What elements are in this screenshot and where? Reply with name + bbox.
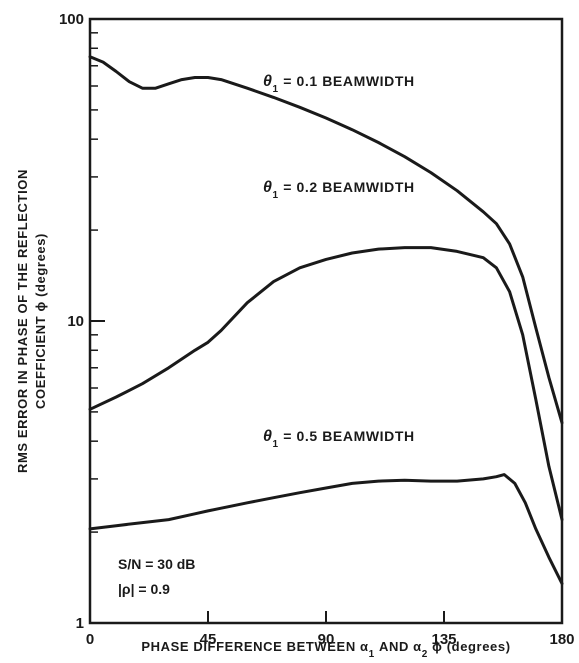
- x-tick-label: 0: [86, 631, 94, 648]
- y-axis: 1 10 100: [59, 11, 105, 632]
- plot-frame: [88, 17, 564, 625]
- series-line-2: [88, 246, 564, 522]
- annotation-snr: S/N = 30 dB: [118, 556, 195, 572]
- y-axis-label-line1: RMS ERROR IN PHASE OF THE REFLECTION: [15, 169, 30, 473]
- series-label-2: θ1 = 0.2 BEAMWIDTH: [263, 179, 415, 201]
- y-tick-label: 10: [67, 313, 84, 330]
- annotation-rho: |ρ| = 0.9: [118, 581, 170, 597]
- series-label-1: θ1 = 0.1 BEAMWIDTH: [263, 73, 415, 95]
- x-tick-label: 135: [431, 631, 456, 648]
- series-line-1: [88, 55, 564, 425]
- x-tick-label: 90: [318, 631, 335, 648]
- y-minor-ticks: [90, 32, 98, 533]
- x-tick-label: 180: [549, 631, 574, 648]
- series-layer: θ1 = 0.1 BEAMWIDTH θ1 = 0.2 BEAMWIDTH θ1 =…: [88, 55, 564, 586]
- x-tick-label: 45: [200, 631, 217, 648]
- x-axis-label: PHASE DIFFERENCE BETWEEN α1 AND α2 ϕ (de…: [141, 639, 510, 660]
- x-axis: 0 45 90 135 180: [86, 611, 575, 648]
- plot-border: [88, 17, 564, 625]
- y-axis-label-line2: COEFFICIENT ϕ (degrees): [33, 233, 48, 409]
- series-line-3: [88, 473, 564, 586]
- y-tick-label: 1: [76, 615, 84, 632]
- y-tick-label: 100: [59, 11, 84, 28]
- series-label-3: θ1 = 0.5 BEAMWIDTH: [263, 428, 415, 450]
